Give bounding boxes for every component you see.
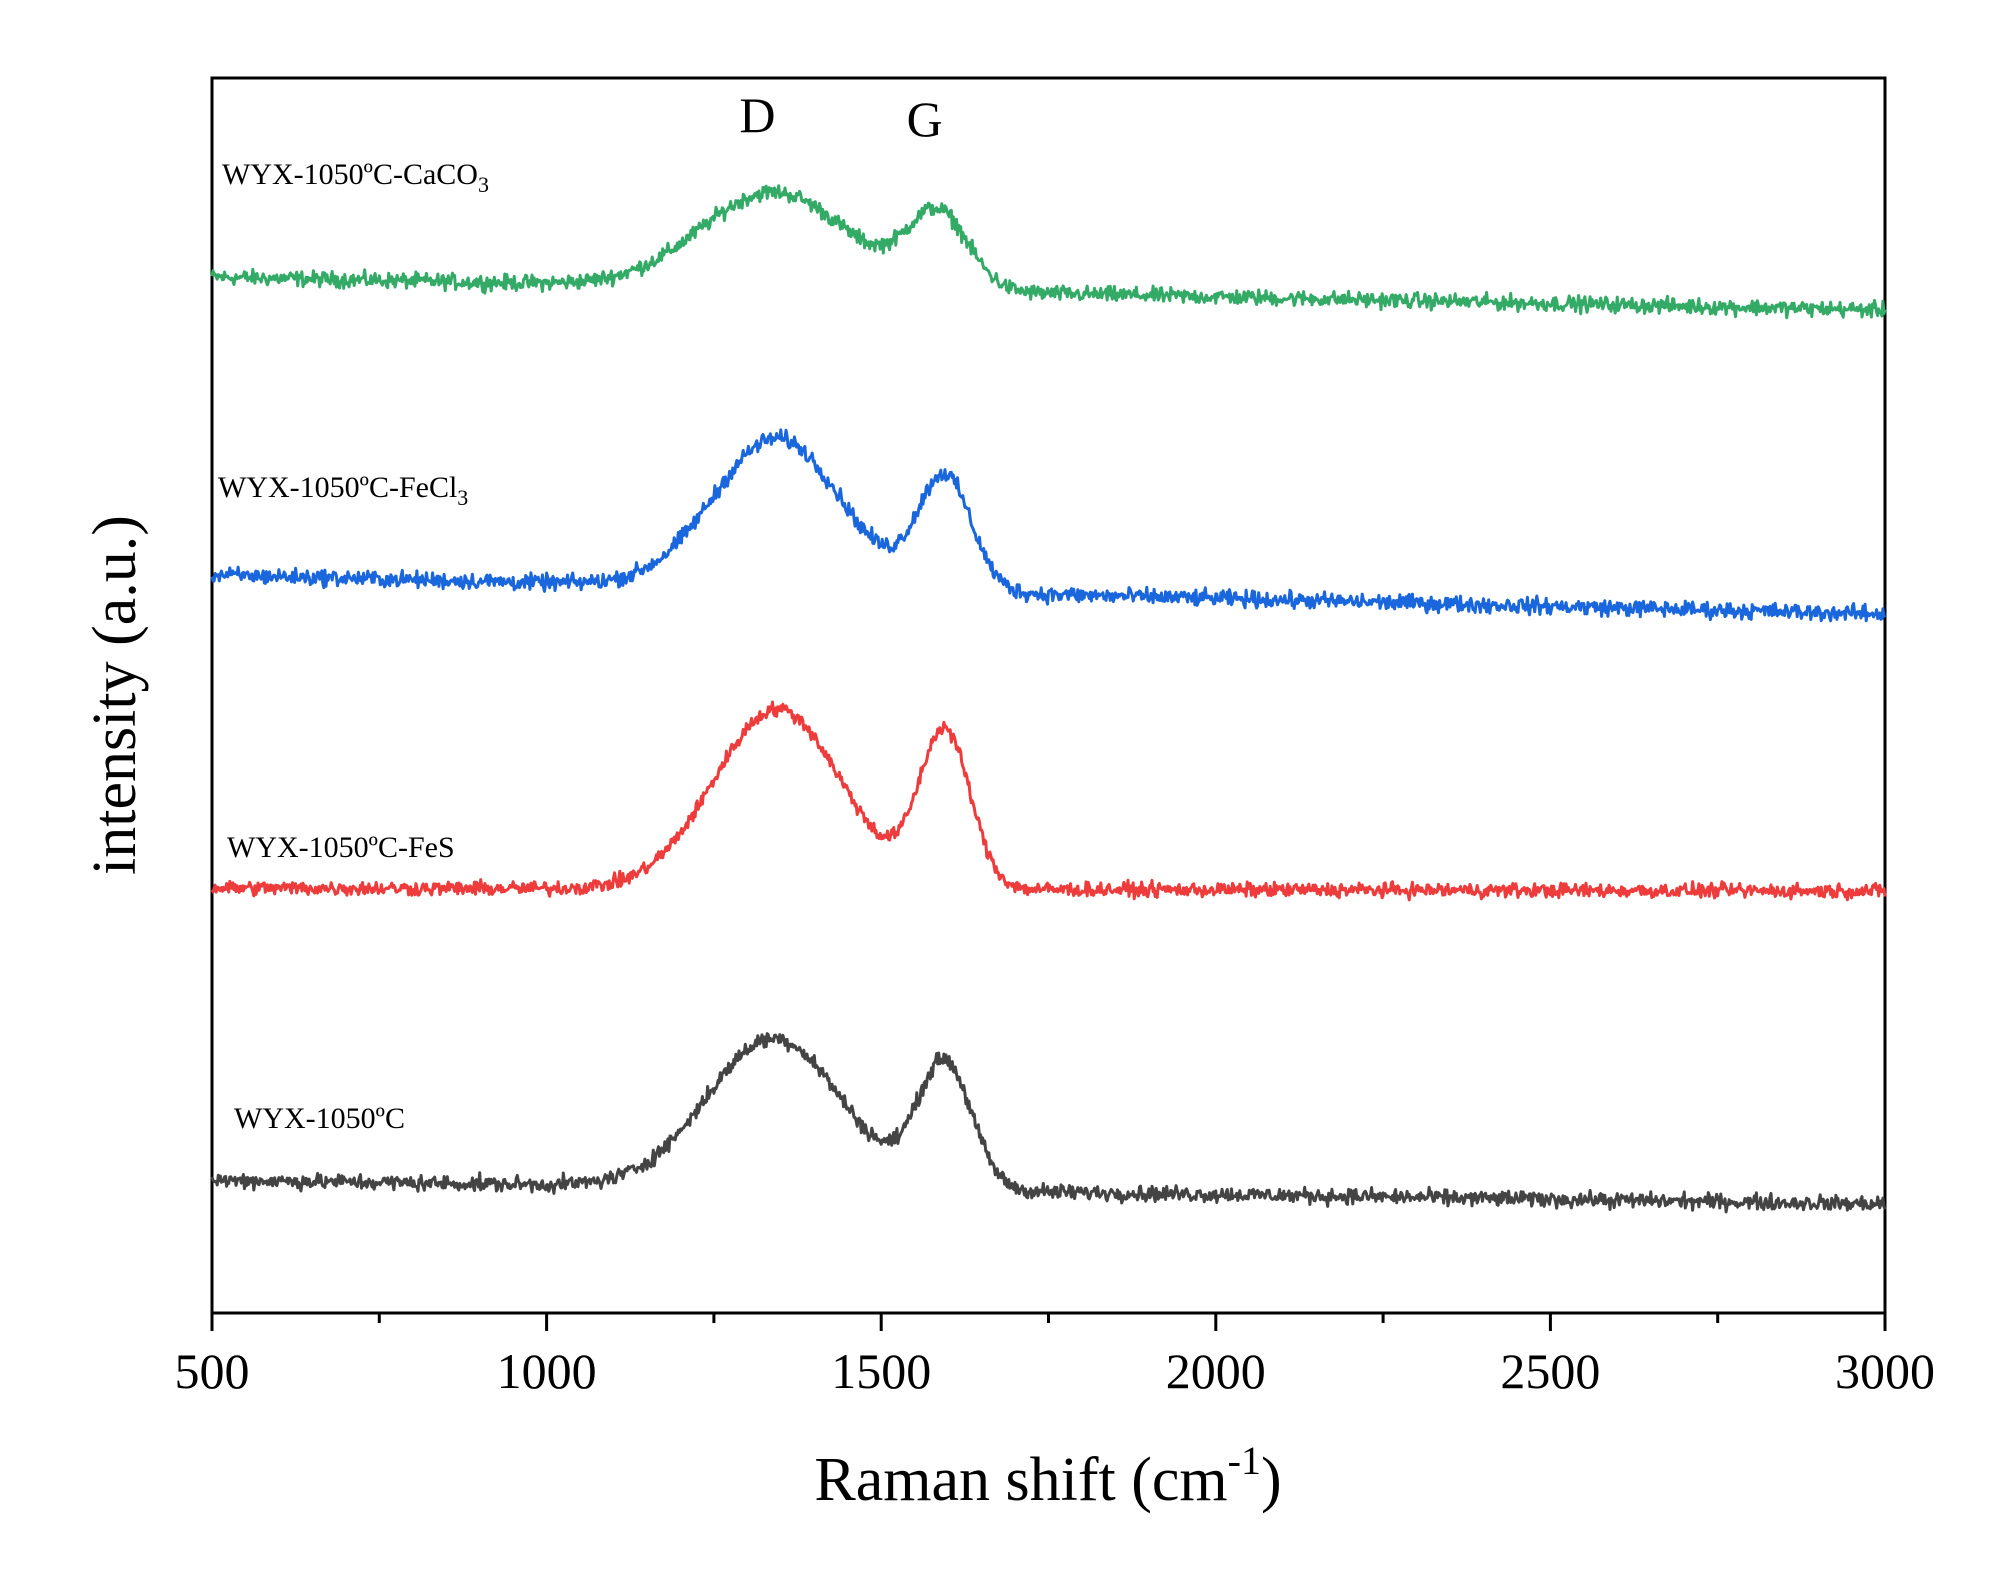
- series-layer: [210, 184, 1887, 1214]
- series-label: WYX-1050ºC-FeS: [227, 831, 455, 864]
- peak-label-g: G: [907, 91, 943, 147]
- series-label: WYX-1050ºC-CaCO3: [222, 158, 489, 197]
- y-axis-title: intensity (a.u.): [81, 515, 149, 875]
- series-label: WYX-1050ºC: [234, 1102, 405, 1135]
- peak-label-d: D: [739, 87, 775, 143]
- series-line: [210, 1032, 1887, 1214]
- series-line: [210, 700, 1887, 902]
- x-tick-label: 500: [175, 1343, 250, 1399]
- series-line: [210, 184, 1887, 320]
- x-tick-label: 2000: [1166, 1343, 1266, 1399]
- series-label: WYX-1050ºC-FeCl3: [218, 471, 468, 510]
- plot-frame: [210, 76, 1887, 1315]
- x-tick-label: 1000: [497, 1343, 597, 1399]
- x-tick-label: 3000: [1835, 1343, 1935, 1399]
- series-line: [210, 428, 1887, 623]
- x-axis-title: Raman shift (cm-1): [814, 1438, 1281, 1514]
- x-tick-label: 1500: [831, 1343, 931, 1399]
- labels-layer: WYX-1050ºC-CaCO3 WYX-1050ºC-FeCl3 WYX-1050…: [218, 87, 943, 1135]
- x-tick-label: 2500: [1500, 1343, 1600, 1399]
- x-axis: 500 1000 1500 2000 2500 3000: [175, 1313, 1935, 1399]
